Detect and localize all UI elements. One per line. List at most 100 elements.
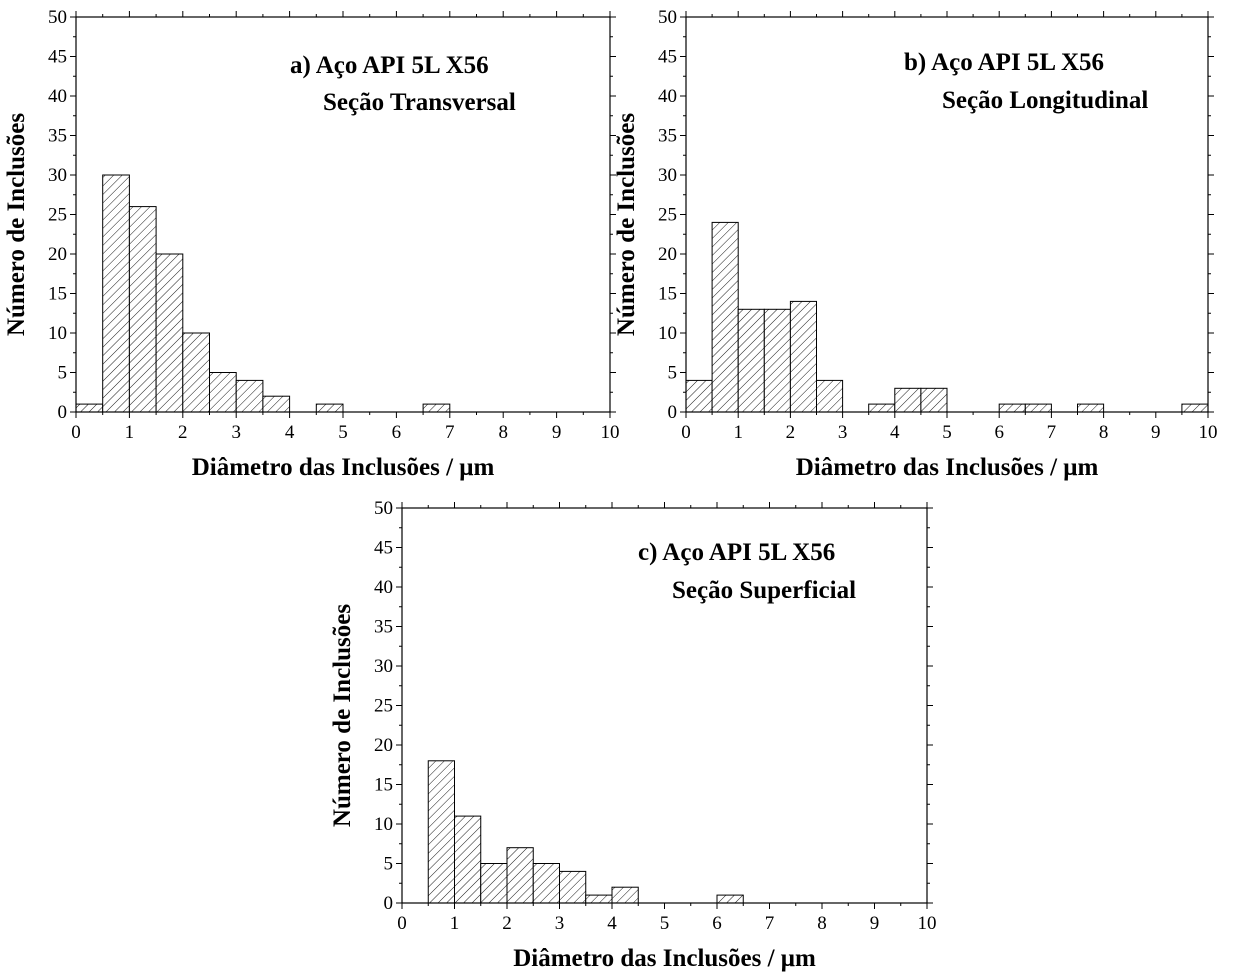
- panel-c-x-tick-label: 2: [502, 913, 512, 934]
- panel-b-y-tick-label: 15: [658, 284, 677, 305]
- panel-b-y-tick-label: 45: [658, 47, 677, 68]
- panel-c-y-tick-label: 45: [374, 538, 393, 559]
- panel-c-bar: [585, 894, 613, 904]
- panel-a-x-axis-title: Diâmetro das Inclusões / μm: [192, 454, 495, 481]
- panel-c-x-tick-label: 10: [918, 913, 937, 934]
- panel-c-y-tick-label: 10: [374, 814, 393, 835]
- panel-b-bar: [763, 308, 791, 413]
- panel-a-x-tick-label: 6: [392, 422, 402, 443]
- panel-a-y-tick-label: 15: [48, 284, 67, 305]
- panel-b-x-tick-label: 10: [1199, 422, 1218, 443]
- panel-c-x-tick-label: 5: [660, 913, 670, 934]
- panel-b-y-tick-label: 10: [658, 323, 677, 344]
- panel-b-bar: [711, 221, 739, 413]
- panel-c-y-tick-labels: 0 5 10 15 20 25 30 35 40 45 50: [374, 498, 393, 914]
- panel-a-y-tick-label: 45: [48, 47, 67, 68]
- panel-c-x-tick-label: 6: [712, 913, 722, 934]
- panel-a-x-tick-label: 10: [601, 422, 620, 443]
- panel-b-x-tick-labels: 0 1 2 3 4 5 6 7 8 9 10: [681, 422, 1217, 443]
- panel-a-x-tick-label: 3: [231, 422, 241, 443]
- panel-a-x-tick-label: 7: [445, 422, 455, 443]
- panel-b-y-tick-label: 35: [658, 126, 677, 147]
- panel-b-bars: [685, 221, 1209, 413]
- panel-a-bar: [315, 403, 344, 413]
- panel-b-annotation-subtitle: Seção Longitudinal: [942, 87, 1148, 114]
- panel-b-bar: [789, 300, 818, 413]
- panel-c-y-tick-label: 35: [374, 617, 393, 638]
- panel-a-y-axis-title: Número de Inclusões: [3, 113, 30, 336]
- panel-b-y-axis-title: Número de Inclusões: [613, 113, 640, 336]
- panel-c-y-tick-label: 15: [374, 775, 393, 796]
- panel-c-bar: [427, 760, 455, 904]
- panel-b-x-tick-label: 2: [786, 422, 796, 443]
- panel-b-y-tick-label: 30: [658, 165, 677, 186]
- panel-a-x-tick-label: 5: [338, 422, 348, 443]
- panel-b-x-tick-label: 7: [1047, 422, 1057, 443]
- panel-c-annotation-title: c) Aço API 5L X56: [638, 539, 835, 566]
- panel-c-annotation-subtitle: Seção Superficial: [672, 577, 856, 604]
- panel-a-y-tick-labels: 0 5 10 15 20 25 30 35 40 45 50: [48, 7, 67, 423]
- panel-a-x-tick-label: 0: [71, 422, 81, 443]
- panel-a-y-tick-label: 5: [58, 363, 68, 384]
- panel-c-x-tick-label: 1: [450, 913, 460, 934]
- panel-a-bar: [422, 403, 451, 413]
- panel-b-bar: [816, 379, 844, 413]
- panel-a-bar: [235, 379, 264, 413]
- panel-b-x-tick-label: 8: [1099, 422, 1109, 443]
- panel-c-y-tick-label: 30: [374, 656, 393, 677]
- panel-b-x-tick-label: 5: [942, 422, 952, 443]
- panel-c-x-tick-label: 3: [555, 913, 565, 934]
- panel-b-bar: [1181, 403, 1209, 413]
- panel-c-x-tick-label: 8: [817, 913, 827, 934]
- panel-c-y-tick-label: 20: [374, 735, 393, 756]
- panel-c-bar: [559, 870, 587, 904]
- panel-c-bar: [611, 886, 639, 904]
- panel-c-ticks: [396, 502, 933, 909]
- panel-c-y-tick-label: 0: [384, 893, 394, 914]
- panel-a-bar: [262, 395, 291, 413]
- panel-a-bar: [75, 403, 104, 413]
- panel-c-y-tick-label: 50: [374, 498, 393, 519]
- panel-b-y-tick-labels: 0 5 10 15 20 25 30 35 40 45 50: [658, 7, 677, 423]
- panel-c-x-tick-labels: 0 1 2 3 4 5 6 7 8 9 10: [397, 913, 936, 934]
- panel-b-y-tick-label: 50: [658, 7, 677, 28]
- panel-b-y-tick-label: 40: [658, 86, 677, 107]
- panel-b-bar: [894, 387, 922, 413]
- panel-b-bar: [1024, 403, 1052, 413]
- panel-a-bar: [155, 253, 184, 413]
- panel-a-x-tick-label: 1: [125, 422, 135, 443]
- panel-c-x-tick-label: 0: [397, 913, 407, 934]
- panel-c-x-tick-label: 9: [870, 913, 880, 934]
- panel-a-y-tick-label: 50: [48, 7, 67, 28]
- panel-a-bar: [102, 174, 130, 413]
- panel-b-x-tick-label: 6: [994, 422, 1004, 443]
- panel-a-y-tick-label: 40: [48, 86, 67, 107]
- panel-b-x-tick-label: 1: [733, 422, 743, 443]
- panel-b-x-tick-label: 3: [838, 422, 848, 443]
- panel-a-bar: [128, 206, 157, 413]
- panel-c-bar: [506, 847, 534, 904]
- panel-a-bars: [75, 174, 451, 413]
- panel-b-bar: [868, 403, 896, 413]
- panel-a-bar: [182, 332, 211, 413]
- panel-b-annotation-title: b) Aço API 5L X56: [904, 49, 1104, 76]
- panel-b-y-tick-label: 25: [658, 205, 677, 226]
- panel-a-y-tick-label: 35: [48, 126, 67, 147]
- panel-a-x-tick-labels: 0 1 2 3 4 5 6 7 8 9 10: [71, 422, 619, 443]
- panel-b-bar: [998, 403, 1026, 413]
- panel-a-y-tick-label: 25: [48, 205, 67, 226]
- panel-a-y-tick-label: 20: [48, 244, 67, 265]
- panel-c-x-tick-label: 4: [607, 913, 617, 934]
- panel-a-y-tick-label: 0: [58, 402, 68, 423]
- panel-c-bar: [716, 894, 744, 904]
- panel-a-annotation-subtitle: Seção Transversal: [323, 89, 516, 116]
- panel-b-x-axis-title: Diâmetro das Inclusões / μm: [796, 454, 1099, 481]
- panel-a-y-tick-label: 30: [48, 165, 67, 186]
- panel-b-y-tick-label: 20: [658, 244, 677, 265]
- panel-b-y-tick-label: 5: [668, 363, 678, 384]
- panel-b-x-tick-label: 9: [1151, 422, 1161, 443]
- panel-c-y-axis-title: Número de Inclusões: [329, 604, 356, 827]
